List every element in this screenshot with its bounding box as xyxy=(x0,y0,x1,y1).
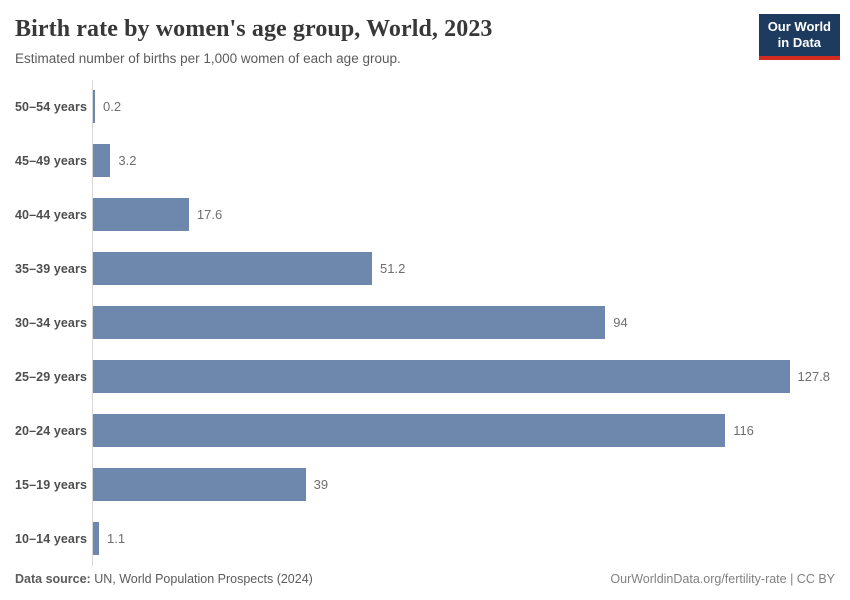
bar-value-label: 0.2 xyxy=(103,99,122,115)
bar[interactable] xyxy=(93,414,726,448)
bar-area: 127.8 xyxy=(93,350,835,404)
chart-header: Birth rate by women's age group, World, … xyxy=(15,14,840,66)
bar[interactable] xyxy=(93,198,189,232)
bar-area: 51.2 xyxy=(93,242,835,296)
category-label: 20–24 years xyxy=(15,423,88,438)
bar-area: 116 xyxy=(93,404,835,458)
category-label: 30–34 years xyxy=(15,315,88,330)
bar[interactable] xyxy=(93,90,95,124)
category-label: 10–14 years xyxy=(15,531,88,546)
data-source-text: UN, World Population Prospects (2024) xyxy=(90,572,313,586)
bar-area: 94 xyxy=(93,296,835,350)
bar-value-label: 94 xyxy=(613,315,628,331)
bar[interactable] xyxy=(93,522,99,556)
category-label: 45–49 years xyxy=(15,153,88,168)
bar-value-label: 1.1 xyxy=(107,531,126,547)
category-label: 40–44 years xyxy=(15,207,88,222)
bar-row: 15–19 years 39 xyxy=(15,458,835,512)
owid-logo: Our World in Data xyxy=(758,14,840,60)
y-axis-line xyxy=(92,79,93,566)
data-source-label: Data source: xyxy=(15,572,91,586)
bar-area: 0.2 xyxy=(93,80,835,134)
bar-value-label: 127.8 xyxy=(797,369,831,385)
bar-value-label: 3.2 xyxy=(118,153,137,169)
bar-row: 30–34 years 94 xyxy=(15,296,835,350)
category-label: 50–54 years xyxy=(15,99,88,114)
bar[interactable] xyxy=(93,252,372,286)
bar[interactable] xyxy=(93,144,111,178)
bar-area: 17.6 xyxy=(93,188,835,242)
bar[interactable] xyxy=(93,468,306,502)
bar-row: 35–39 years 51.2 xyxy=(15,242,835,296)
data-source-note: Data source: UN, World Population Prospe… xyxy=(15,572,313,586)
bar-value-label: 51.2 xyxy=(380,261,406,277)
bar-value-label: 39 xyxy=(313,477,329,493)
bar[interactable] xyxy=(93,360,790,394)
category-label: 35–39 years xyxy=(15,261,88,276)
bar-area: 39 xyxy=(93,458,835,512)
bar[interactable] xyxy=(93,306,606,340)
chart-footer: Data source: UN, World Population Prospe… xyxy=(15,572,835,586)
bar-area: 1.1 xyxy=(93,512,835,566)
license-note[interactable]: OurWorldinData.org/fertility-rate | CC B… xyxy=(610,572,835,586)
category-label: 25–29 years xyxy=(15,369,88,384)
bar-row: 40–44 years 17.6 xyxy=(15,188,835,242)
bar-chart: 50–54 years 0.2 45–49 years 3.2 40–44 years 1… xyxy=(15,79,835,566)
owid-logo-line1: Our World xyxy=(767,19,831,34)
bar-value-label: 116 xyxy=(733,423,754,439)
bar-row: 25–29 years 127.8 xyxy=(15,350,835,404)
page-title: Birth rate by women's age group, World, … xyxy=(15,16,493,42)
bar-row: 10–14 years 1.1 xyxy=(15,512,835,566)
category-label: 15–19 years xyxy=(15,477,88,492)
bar-rows: 50–54 years 0.2 45–49 years 3.2 40–44 years 1… xyxy=(15,80,835,566)
bar-value-label: 17.6 xyxy=(196,207,223,223)
page-subtitle: Estimated number of births per 1,000 wom… xyxy=(15,50,401,66)
bar-row: 45–49 years 3.2 xyxy=(15,134,835,188)
owid-logo-line2: in Data xyxy=(777,35,822,51)
bar-area: 3.2 xyxy=(93,134,835,188)
bar-row: 50–54 years 0.2 xyxy=(15,80,835,134)
bar-row: 20–24 years 116 xyxy=(15,404,835,458)
